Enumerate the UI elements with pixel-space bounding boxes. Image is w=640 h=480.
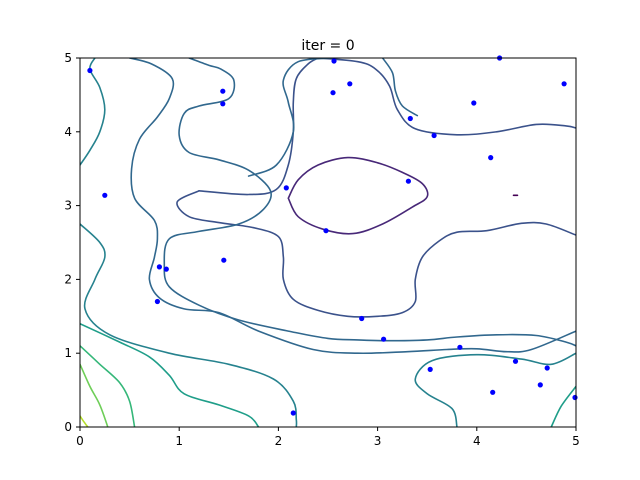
contour-line-level-6 [80,322,260,427]
scatter-point [407,115,413,122]
contour-line-level-4 [163,58,576,347]
scatter-point [221,257,227,263]
plot-frame [79,57,577,428]
y-tick-label: 1 [64,346,72,360]
contour-line-level-3 [317,58,576,136]
y-tick-label: 4 [64,125,72,139]
scatter-point [290,410,296,416]
x-axis: 0 1 2 3 4 5 [76,427,580,448]
scatter-point [544,365,550,371]
y-tick-label: 3 [64,199,72,213]
scatter-point [283,185,289,191]
y-tick-label: 0 [64,420,72,434]
scatter-point [561,81,567,87]
scatter-point [572,394,578,401]
scatter-point [102,192,108,198]
x-tick-label: 4 [473,434,481,448]
x-tick-label: 3 [374,434,382,448]
x-tick-label: 1 [175,434,183,448]
scatter-point [381,336,387,342]
scatter-point [331,58,337,64]
contour-line-level-6 [550,385,576,427]
scatter-point [156,264,162,270]
scatter-point [359,315,365,322]
scatter-point [405,178,411,184]
contour-line-level-5 [80,58,106,166]
contour-line-level-8 [80,363,109,427]
x-tick-label: 5 [572,434,580,448]
contour-line-level-7 [80,345,136,427]
contour-line-level-4 [128,58,576,355]
contour-lines [80,58,576,427]
x-tick-label: 2 [275,434,283,448]
contour-line-level-5 [414,352,576,427]
scatter-point [471,100,477,106]
contour-line-level-3 [176,190,576,318]
contour-line-level-2 [287,156,429,235]
x-tick-label: 0 [76,434,84,448]
scatter-point [330,90,336,96]
contour-line-level-4 [247,58,334,177]
scatter-point [457,344,463,350]
chart-title: iter = 0 [301,38,354,54]
scatter-point [490,389,496,395]
y-tick-label: 2 [64,272,72,286]
contour-line-level-4 [381,58,419,117]
scatter-point [220,88,226,94]
scatter-point [431,132,437,139]
contour-line-level-9 [80,415,89,427]
scatter-point [154,298,160,305]
scatter-point [347,81,353,87]
y-axis: 0 1 2 3 4 5 [64,51,80,434]
scatter-point [87,67,93,74]
scatter-point [323,228,329,234]
scatter-point [427,366,433,372]
scatter-point [220,101,226,107]
y-tick-label: 5 [64,51,72,65]
scatter-point [512,358,519,364]
scatter-point [488,155,494,161]
scatter-point [537,382,543,388]
scatter-point [163,266,169,272]
scatter-points [87,55,578,416]
contour-line-level-5 [80,223,298,427]
